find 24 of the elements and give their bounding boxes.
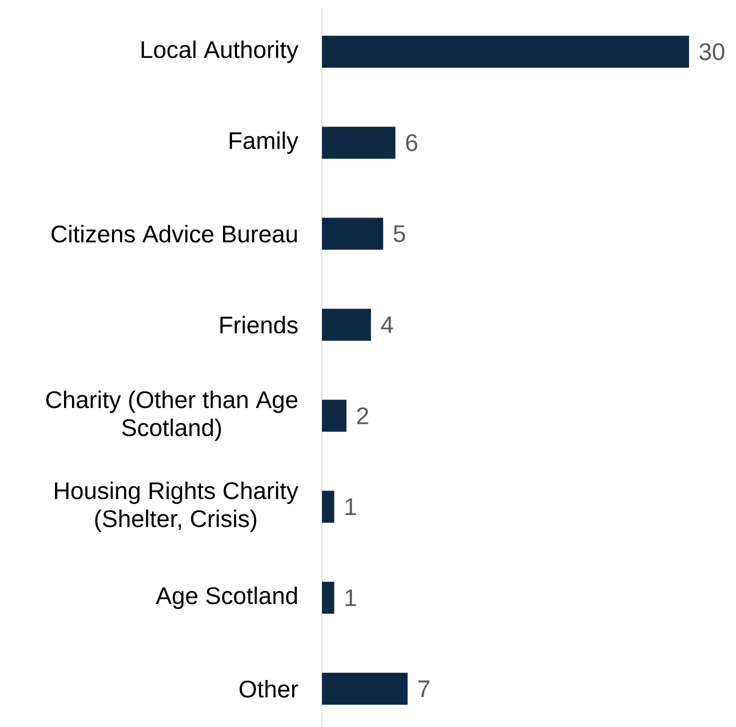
- y-tick-label: Housing Rights Charity (Shelter, Crisis): [55, 482, 298, 532]
- bar: [322, 400, 346, 432]
- bar: [322, 672, 408, 705]
- data-label: 4: [381, 316, 394, 333]
- data-label: 1: [346, 590, 356, 606]
- y-tick-label: Charity (Other than Age Scotland): [46, 390, 298, 441]
- data-label: 2: [357, 407, 368, 424]
- data-label: 6: [406, 134, 418, 152]
- bar: [322, 36, 690, 68]
- bar: [322, 490, 334, 523]
- y-tick-label: Family: [230, 132, 298, 154]
- y-tick-label: Other: [240, 680, 298, 698]
- data-label: 1: [346, 498, 356, 516]
- y-tick-label: Friends: [220, 316, 298, 334]
- y-tick-label: Local Authority: [142, 40, 298, 63]
- y-tick-label: Citizens Advice Bureau: [52, 224, 297, 243]
- bar: [322, 218, 384, 250]
- bar: [322, 308, 371, 341]
- bar: [322, 582, 334, 614]
- data-label: 5: [394, 225, 406, 242]
- data-label: 30: [699, 43, 724, 60]
- bar: [322, 126, 396, 159]
- y-tick-label: Age Scotland: [156, 586, 297, 609]
- data-label: 7: [418, 680, 430, 698]
